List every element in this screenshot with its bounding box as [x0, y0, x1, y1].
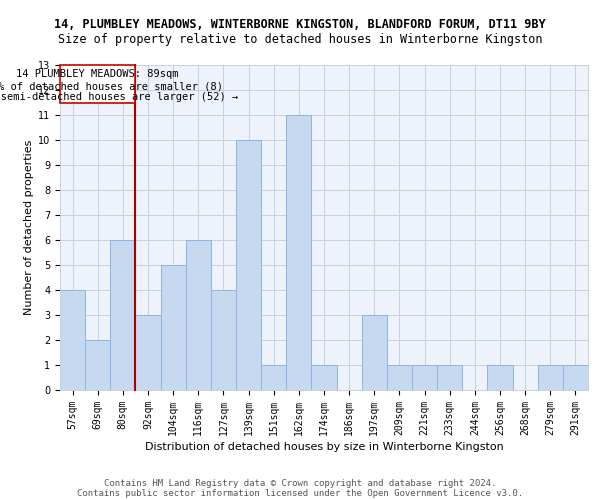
- Bar: [211, 290, 236, 390]
- Bar: [286, 115, 311, 390]
- FancyBboxPatch shape: [60, 65, 136, 102]
- Text: ← 13% of detached houses are smaller (8): ← 13% of detached houses are smaller (8): [0, 81, 223, 91]
- Y-axis label: Number of detached properties: Number of detached properties: [24, 140, 34, 315]
- Text: 14, PLUMBLEY MEADOWS, WINTERBORNE KINGSTON, BLANDFORD FORUM, DT11 9BY: 14, PLUMBLEY MEADOWS, WINTERBORNE KINGST…: [54, 18, 546, 30]
- Bar: [161, 265, 186, 390]
- Bar: [311, 365, 337, 390]
- Bar: [412, 365, 437, 390]
- Bar: [387, 365, 412, 390]
- Text: 87% of semi-detached houses are larger (52) →: 87% of semi-detached houses are larger (…: [0, 92, 238, 102]
- Text: Size of property relative to detached houses in Winterborne Kingston: Size of property relative to detached ho…: [58, 32, 542, 46]
- Bar: [186, 240, 211, 390]
- Bar: [236, 140, 261, 390]
- Bar: [437, 365, 462, 390]
- Bar: [362, 315, 387, 390]
- Bar: [487, 365, 512, 390]
- Text: Contains public sector information licensed under the Open Government Licence v3: Contains public sector information licen…: [77, 488, 523, 498]
- Text: Contains HM Land Registry data © Crown copyright and database right 2024.: Contains HM Land Registry data © Crown c…: [104, 478, 496, 488]
- Bar: [60, 290, 85, 390]
- Bar: [110, 240, 136, 390]
- Bar: [136, 315, 161, 390]
- Text: 14 PLUMBLEY MEADOWS: 89sqm: 14 PLUMBLEY MEADOWS: 89sqm: [16, 68, 179, 78]
- X-axis label: Distribution of detached houses by size in Winterborne Kingston: Distribution of detached houses by size …: [145, 442, 503, 452]
- Bar: [563, 365, 588, 390]
- Bar: [538, 365, 563, 390]
- Bar: [261, 365, 286, 390]
- Bar: [85, 340, 110, 390]
